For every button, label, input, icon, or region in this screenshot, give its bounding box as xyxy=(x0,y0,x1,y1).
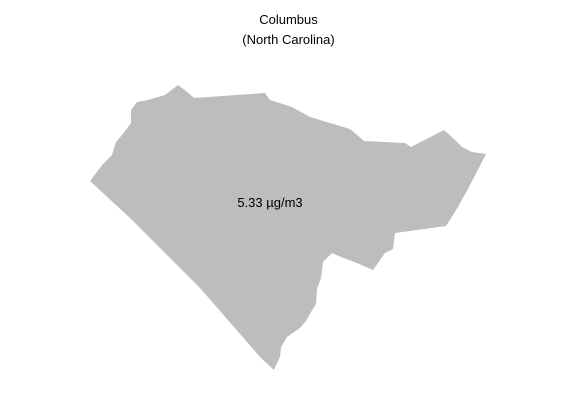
map-subtitle: (North Carolina) xyxy=(242,32,335,47)
map-title: Columbus xyxy=(259,12,318,27)
columbus-county-region xyxy=(90,85,486,370)
pm25-value-label: 5.33 µg/m3 xyxy=(237,195,302,210)
